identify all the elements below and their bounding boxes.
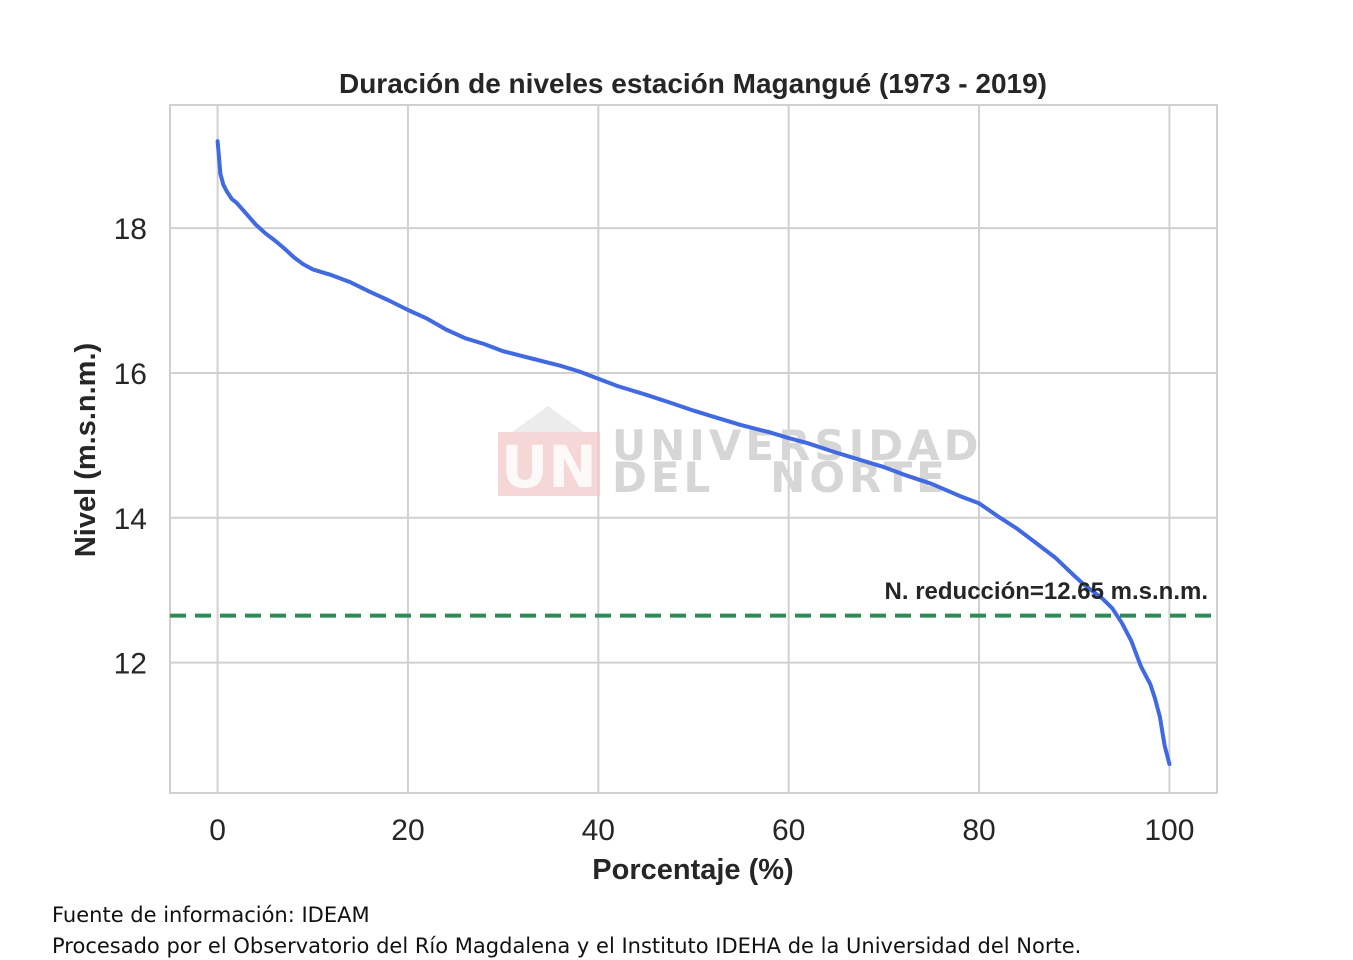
y-tick-labels: 12 14 16 18 bbox=[114, 213, 147, 681]
x-tick-label: 60 bbox=[772, 814, 805, 847]
footer-source: Fuente de información: IDEAM bbox=[52, 903, 370, 927]
x-tick-label: 0 bbox=[209, 814, 226, 847]
watermark-logo-box bbox=[498, 432, 600, 496]
x-tick-label: 40 bbox=[582, 814, 615, 847]
y-tick-label: 12 bbox=[114, 648, 147, 681]
y-tick-label: 18 bbox=[114, 213, 147, 246]
x-tick-label: 80 bbox=[962, 814, 995, 847]
watermark-line1: UNIVERSIDAD bbox=[612, 421, 983, 470]
series-line bbox=[215, 139, 1172, 766]
x-axis-label: Porcentaje (%) bbox=[592, 854, 793, 886]
reference-level-label: N. reducción=12.65 m.s.n.m. bbox=[885, 578, 1208, 605]
x-tick-label: 100 bbox=[1144, 814, 1194, 847]
watermark-peak-icon bbox=[512, 406, 584, 432]
grid-lines bbox=[170, 105, 1217, 793]
y-tick-label: 16 bbox=[114, 358, 147, 391]
x-tick-labels: 0 20 40 60 80 100 bbox=[209, 814, 1194, 847]
watermark-line2: DEL NORTE bbox=[612, 453, 949, 502]
y-tick-label: 14 bbox=[114, 503, 147, 536]
y-axis-label: Nivel (m.s.n.m.) bbox=[70, 343, 102, 557]
watermark: UN UNIVERSIDAD DEL NORTE bbox=[498, 406, 983, 502]
plot-area bbox=[169, 104, 1218, 794]
x-tick-label: 20 bbox=[391, 814, 424, 847]
chart-marks: N. reducción=12.65 m.s.n.m. bbox=[170, 139, 1217, 766]
duration-chart: Duración de niveles estación Magangué (1… bbox=[70, 68, 1218, 886]
footer-credits: Procesado por el Observatorio del Río Ma… bbox=[52, 934, 1082, 958]
chart-title: Duración de niveles estación Magangué (1… bbox=[339, 68, 1047, 99]
watermark-logo-text: UN bbox=[501, 433, 597, 501]
